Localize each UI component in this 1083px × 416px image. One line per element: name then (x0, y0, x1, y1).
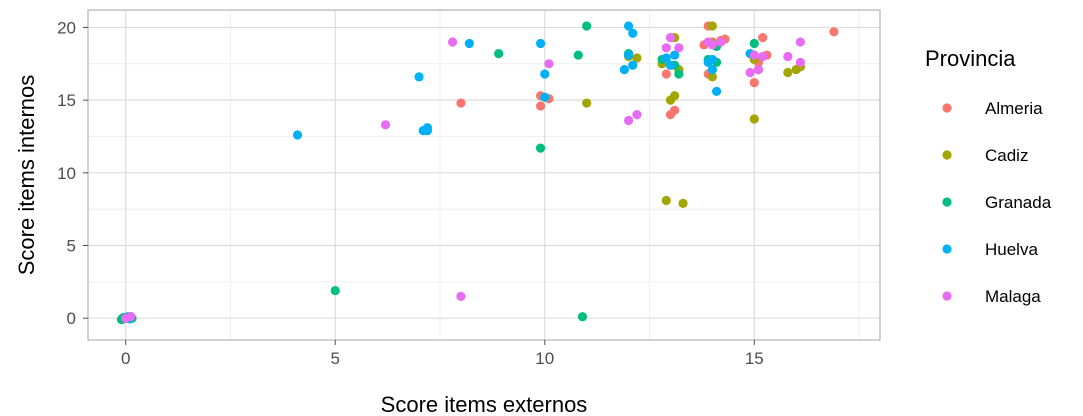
data-point-huelva (623, 21, 634, 31)
data-point-huelva (422, 126, 433, 136)
data-point-huelva (661, 53, 671, 63)
data-point-almeria (456, 98, 466, 108)
data-point-almeria (670, 105, 680, 115)
data-point-cadiz (582, 98, 592, 108)
data-point-cadiz (670, 91, 680, 101)
data-point-huelva (670, 50, 680, 60)
data-point-malaga (623, 115, 634, 126)
panel-background (88, 10, 880, 340)
data-point-granada (535, 143, 546, 153)
data-point-cadiz (678, 198, 688, 208)
data-point-malaga (795, 37, 805, 47)
data-point-granada (582, 21, 592, 31)
data-point-malaga (447, 37, 458, 47)
data-point-malaga (544, 59, 554, 69)
data-point-malaga (456, 291, 466, 301)
data-point-malaga (745, 67, 755, 78)
legend-label-huelva: Huelva (985, 240, 1038, 259)
legend: Provincia Almeria Cadiz Granada Huelva Malag… (925, 46, 1052, 306)
data-point-huelva (292, 130, 303, 140)
data-point-malaga (753, 65, 764, 75)
data-point-malaga (661, 43, 671, 53)
legend-key-cadiz (942, 150, 952, 160)
data-point-malaga (749, 50, 759, 60)
panel-border (87, 9, 881, 341)
data-point-cadiz (707, 21, 717, 31)
legend-label-granada: Granada (985, 193, 1052, 212)
y-axis-title: Score items internos (14, 75, 39, 276)
data-point-cadiz (749, 114, 759, 124)
data-point-granada (577, 312, 588, 322)
data-point-malaga (716, 37, 726, 47)
y-axis-ticks: 0 5 10 15 20 (57, 18, 88, 328)
data-point-malaga (665, 33, 676, 43)
data-point-malaga (380, 120, 391, 130)
data-point-cadiz (661, 195, 671, 206)
y-tick-label: 20 (57, 18, 76, 37)
data-point-cadiz (632, 53, 642, 63)
legend-key-almeria (942, 103, 952, 113)
data-point-huelva (540, 69, 550, 79)
data-point-huelva (665, 60, 676, 70)
data-point-malaga (783, 51, 793, 62)
x-tick-label: 15 (745, 349, 764, 368)
data-point-huelva (535, 38, 546, 49)
data-point-huelva (628, 28, 638, 38)
data-point-almeria (661, 69, 671, 79)
data-point-huelva (623, 50, 634, 60)
data-point-huelva (707, 65, 717, 75)
data-points (116, 21, 839, 325)
data-point-huelva (464, 38, 474, 49)
legend-key-huelva (942, 244, 952, 254)
y-tick-label: 15 (57, 91, 76, 110)
data-point-huelva (707, 54, 717, 65)
x-tick-label: 5 (331, 349, 340, 368)
data-point-malaga (674, 43, 684, 53)
data-point-malaga (795, 57, 805, 67)
data-point-almeria (758, 33, 768, 43)
data-point-granada (494, 49, 504, 59)
data-point-granada (573, 50, 583, 60)
y-tick-label: 10 (57, 164, 76, 183)
data-point-malaga (126, 311, 136, 322)
legend-title: Provincia (925, 46, 1016, 71)
data-point-almeria (535, 101, 546, 111)
grid-minor (88, 10, 880, 340)
legend-key-granada (942, 197, 952, 207)
data-point-huelva (711, 86, 722, 97)
data-point-malaga (707, 40, 717, 50)
legend-label-malaga: Malaga (985, 287, 1041, 306)
data-point-huelva (414, 72, 424, 82)
y-tick-label: 5 (67, 237, 76, 256)
x-tick-label: 0 (121, 349, 130, 368)
data-point-cadiz (783, 67, 793, 78)
data-point-almeria (829, 27, 839, 37)
data-point-malaga (632, 110, 642, 120)
grid-major (88, 10, 880, 340)
y-tick-label: 0 (67, 309, 76, 328)
data-point-huelva (628, 60, 638, 70)
legend-key-malaga (942, 291, 952, 301)
data-point-cadiz (707, 72, 717, 82)
x-axis-title: Score items externos (381, 392, 588, 416)
data-point-granada (749, 38, 759, 49)
data-point-huelva (540, 92, 550, 102)
data-point-almeria (749, 78, 759, 88)
x-tick-label: 10 (535, 349, 554, 368)
data-point-malaga (758, 51, 768, 62)
legend-label-almeria: Almeria (985, 99, 1043, 118)
legend-label-cadiz: Cadiz (985, 146, 1028, 165)
data-point-granada (330, 285, 340, 296)
data-point-granada (674, 69, 684, 79)
data-point-huelva (619, 65, 629, 75)
x-axis-ticks: 0 5 10 15 (121, 340, 764, 368)
